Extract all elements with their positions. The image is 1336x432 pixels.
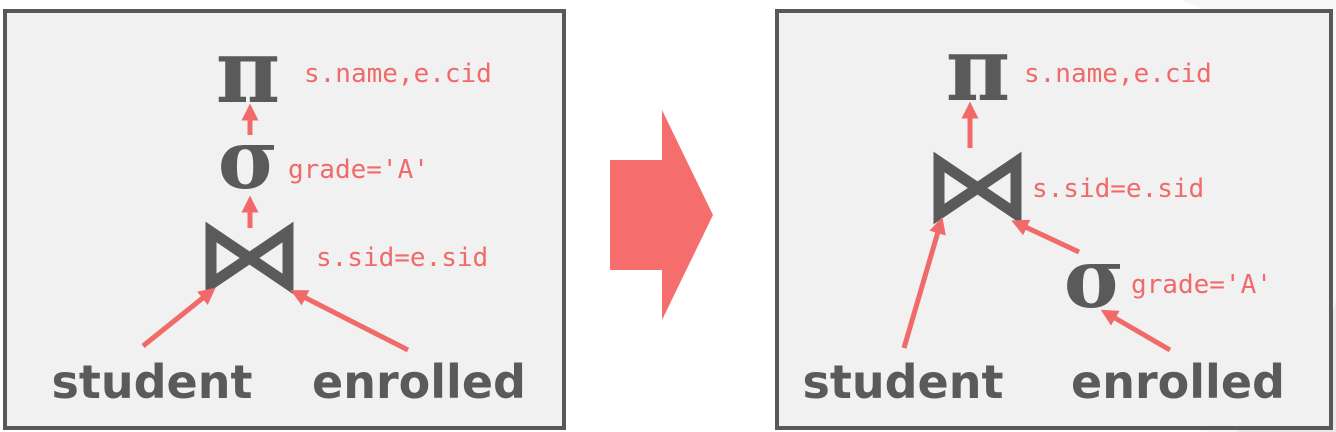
before-relation-enrolled: enrolled	[312, 355, 526, 409]
after-edge-enrolled-to-selection	[1100, 309, 1172, 353]
after-selection-symbol: σ	[1064, 231, 1124, 327]
after-plan-panel: π s.name,e.cid s.sid=e.sid σ grade='A' s…	[775, 9, 1333, 430]
before-edge-student-to-join	[141, 287, 216, 348]
before-panel-frame	[3, 9, 566, 430]
before-selection-condition: grade='A'	[288, 155, 429, 185]
before-join-condition: s.sid=e.sid	[316, 243, 488, 273]
before-relation-student: student	[52, 355, 253, 409]
after-selection-condition: grade='A'	[1131, 270, 1272, 300]
before-projection-condition: s.name,e.cid	[304, 59, 492, 89]
before-plan-panel: π s.name,e.cid σ grade='A' s.sid=e.sid s…	[3, 9, 566, 430]
after-projection-condition: s.name,e.cid	[1024, 59, 1212, 89]
after-panel-frame	[775, 9, 1333, 430]
after-edge-student-to-join	[901, 216, 946, 349]
after-relation-student: student	[803, 355, 1004, 409]
before-projection-symbol: π	[216, 19, 280, 123]
after-join-condition: s.sid=e.sid	[1032, 174, 1204, 204]
after-join-symbol	[933, 151, 1022, 225]
before-join-symbol	[205, 221, 294, 295]
after-relation-enrolled: enrolled	[1071, 355, 1285, 409]
transform-arrow-icon	[610, 110, 713, 320]
after-projection-symbol: π	[946, 17, 1010, 121]
before-selection-symbol: σ	[218, 112, 278, 208]
before-edge-enrolled-to-join	[290, 290, 410, 353]
after-edge-selection-to-join	[1011, 219, 1081, 255]
